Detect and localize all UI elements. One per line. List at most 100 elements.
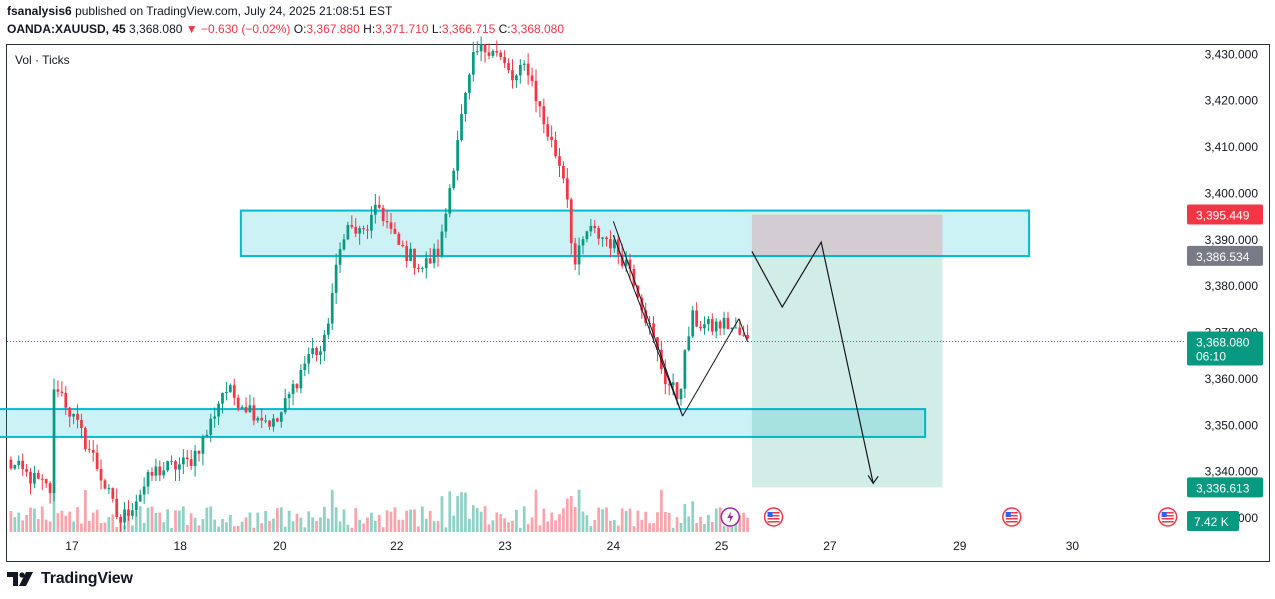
volume-bar [205, 507, 209, 532]
candle [612, 239, 616, 249]
candle [503, 57, 507, 64]
volume-bar [154, 512, 158, 532]
candle [95, 452, 99, 470]
volume-bar [589, 526, 593, 532]
volume-bar [373, 521, 377, 532]
candle [726, 317, 730, 329]
symbol-label[interactable]: OANDA:XAUUSD, 45 [7, 22, 126, 36]
candle [307, 354, 311, 364]
candle [507, 63, 510, 71]
volume-bar [417, 526, 420, 532]
trend-line[interactable] [682, 318, 740, 417]
volume-bar [679, 522, 683, 532]
candle [366, 229, 369, 231]
candle [468, 74, 471, 93]
price-label[interactable]: 3,395.449 [1187, 204, 1263, 225]
volume-bar [181, 506, 185, 532]
volume-bar [464, 492, 467, 532]
candle [17, 460, 21, 466]
lightning-event-icon[interactable] [720, 507, 741, 527]
volume-bar [228, 515, 232, 532]
volume-bar [663, 511, 667, 532]
us-flag-event-icon[interactable] [1157, 507, 1178, 527]
candle [722, 317, 726, 329]
candle [185, 457, 189, 460]
candle [511, 70, 514, 81]
candle [119, 517, 122, 523]
price-label-bg [1187, 204, 1263, 225]
candle [13, 465, 17, 469]
candle [432, 248, 436, 264]
tradingview-brand[interactable]: TradingView [41, 570, 133, 587]
us-flag-event-icon[interactable] [1002, 507, 1022, 527]
volume-bar [742, 512, 746, 532]
candle [542, 106, 546, 125]
trend-line[interactable] [612, 234, 684, 417]
volume-bar [256, 512, 260, 532]
volume-bar [413, 509, 416, 532]
volume-bar [389, 511, 393, 532]
volume-bar [515, 509, 518, 532]
volume-bar [29, 507, 32, 532]
volume-value-label[interactable]: 7.42 K [1187, 511, 1239, 531]
candle [687, 336, 691, 351]
volume-bar [283, 526, 287, 532]
us-flag-event-icon[interactable] [763, 507, 784, 527]
candle [291, 384, 295, 395]
flag-stripe [1005, 521, 1018, 523]
candle [232, 385, 236, 398]
author-name[interactable]: fsanalysis6 [7, 4, 72, 18]
volume-bar [362, 523, 365, 532]
volume-bar [111, 514, 115, 532]
candle [401, 244, 405, 247]
volume-bar [350, 527, 354, 532]
price-label[interactable]: 3,386.534 [1187, 245, 1263, 266]
trend-line[interactable] [738, 318, 749, 343]
sr-zone-1[interactable] [239, 209, 1031, 258]
sr-zone-2[interactable] [0, 408, 927, 438]
volume-indicator-label[interactable]: Vol · Ticks [15, 53, 70, 67]
flag-stripe [1005, 515, 1018, 517]
volume-bar [468, 518, 471, 532]
projection-path[interactable] [751, 240, 874, 484]
candle [252, 405, 256, 421]
x-tick-label: 22 [390, 539, 404, 553]
volume-bar [456, 496, 459, 532]
candle [319, 351, 322, 355]
volume-bar [530, 517, 534, 532]
volume-bar [671, 527, 675, 532]
candle [620, 254, 624, 266]
trend-line[interactable] [612, 221, 684, 417]
volume-bar [660, 489, 663, 532]
price-label-bg [1187, 245, 1263, 266]
volume-bar [475, 508, 479, 532]
candle [460, 114, 463, 141]
volume-bar [232, 526, 236, 532]
volume-bar [436, 521, 440, 532]
candle [734, 327, 738, 329]
candle [565, 178, 569, 200]
event-icon-ring [1157, 507, 1178, 527]
volume-bar [624, 511, 628, 532]
candle [530, 75, 534, 81]
take-profit-area[interactable] [751, 255, 943, 488]
candle [546, 124, 550, 137]
candle [287, 394, 291, 399]
price-label[interactable]: 3,336.613 [1187, 477, 1263, 498]
candle [272, 418, 275, 427]
volume-bar [319, 517, 322, 532]
candle [268, 420, 271, 427]
volume-bar [197, 525, 201, 532]
candle [417, 267, 420, 269]
flag-stripe [767, 521, 780, 523]
candle [703, 324, 706, 329]
volume-bar [581, 511, 585, 532]
stop-loss-area[interactable] [751, 214, 943, 256]
volume-bar [213, 519, 217, 532]
volume-bar [707, 514, 710, 532]
tradingview-logo-icon[interactable] [7, 572, 35, 586]
volume-bar [656, 512, 659, 532]
chart-pane[interactable] [6, 44, 1270, 562]
